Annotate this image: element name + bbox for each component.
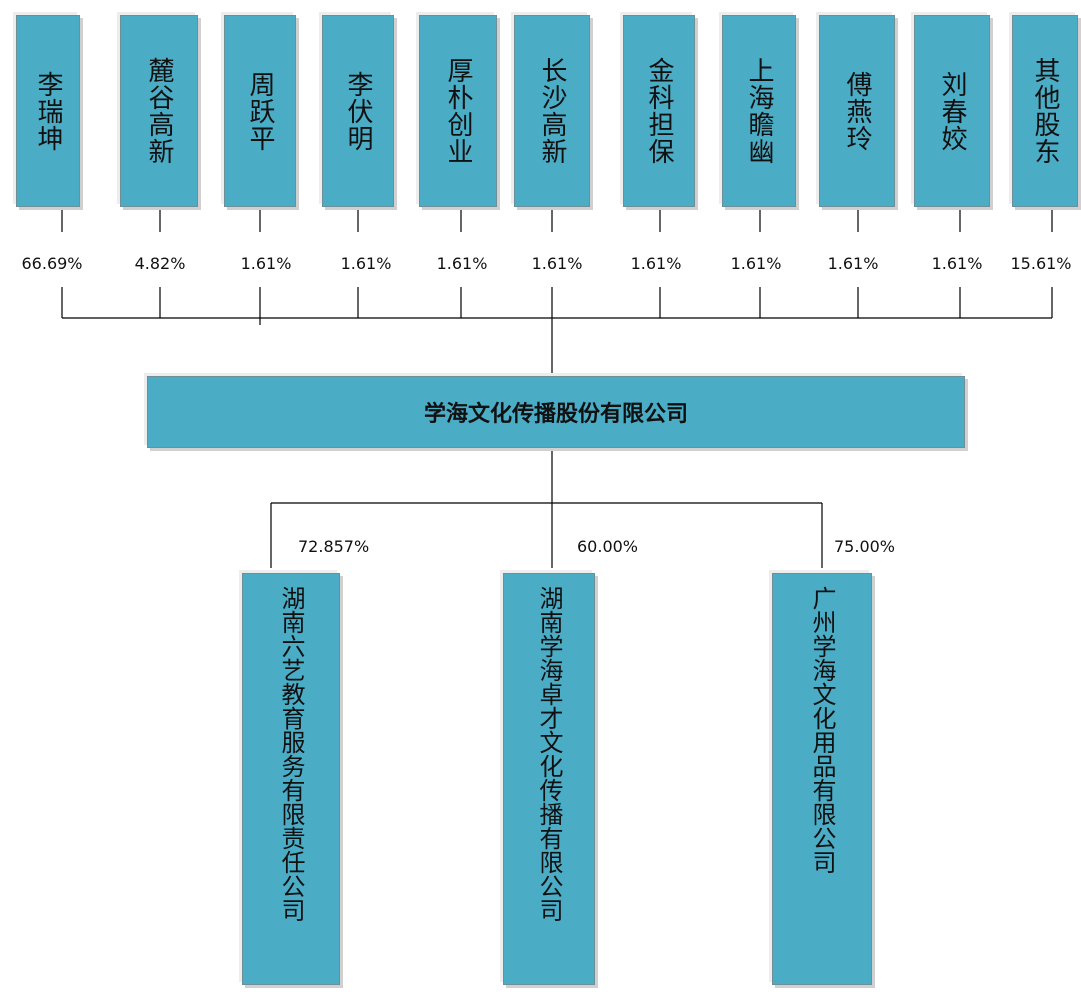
ownership-percent: 1.61%: [340, 254, 392, 273]
main-company-box: 学海文化传播股份有限公司: [147, 376, 965, 448]
shareholder-box: 金科担保: [623, 15, 695, 207]
shareholder-name: 厚朴创业: [443, 57, 473, 165]
shareholder-name: 金科担保: [644, 57, 674, 165]
ownership-percent: 66.69%: [21, 254, 83, 273]
subsidiary-percent: 72.857%: [298, 537, 370, 556]
shareholder-name: 其他股东: [1030, 57, 1060, 165]
shareholder-name: 李伏明: [343, 70, 373, 152]
ownership-percent: 1.61%: [240, 254, 292, 273]
shareholder-box: 厚朴创业: [419, 15, 497, 207]
shareholder-box: 李伏明: [322, 15, 394, 207]
shareholder-box: 周跃平: [224, 15, 296, 207]
shareholder-box: 其他股东: [1012, 15, 1078, 207]
ownership-percent: 1.61%: [827, 254, 879, 273]
shareholder-box: 长沙高新: [514, 15, 590, 207]
subsidiary-name: 广州学海文化用品有限公司: [808, 586, 836, 874]
subsidiary-box: 湖南学海卓才文化传播有限公司: [503, 573, 595, 985]
shareholder-name: 傅燕玲: [842, 70, 872, 152]
shareholder-name: 上海瞻幽: [744, 57, 774, 165]
subsidiary-name: 湖南学海卓才文化传播有限公司: [535, 586, 563, 922]
shareholder-box: 刘春姣: [914, 15, 990, 207]
shareholder-box: 上海瞻幽: [722, 15, 796, 207]
subsidiary-percent: 75.00%: [834, 537, 896, 556]
shareholder-name: 长沙高新: [537, 57, 567, 165]
shareholder-box: 傅燕玲: [819, 15, 895, 207]
ownership-percent: 1.61%: [630, 254, 682, 273]
subsidiary-name: 湖南六艺教育服务有限责任公司: [277, 586, 305, 922]
shareholder-name: 周跃平: [245, 70, 275, 152]
ownership-percent: 1.61%: [531, 254, 583, 273]
shareholder-name: 李瑞坤: [33, 70, 63, 152]
shareholder-box: 麓谷高新: [120, 15, 198, 207]
shareholder-name: 刘春姣: [937, 70, 967, 152]
ownership-percent: 15.61%: [1010, 254, 1072, 273]
ownership-percent: 1.61%: [931, 254, 983, 273]
subsidiary-percent: 60.00%: [577, 537, 639, 556]
subsidiary-box: 广州学海文化用品有限公司: [772, 573, 872, 985]
main-company-name: 学海文化传播股份有限公司: [423, 402, 688, 427]
shareholder-name: 麓谷高新: [144, 57, 174, 165]
subsidiary-box: 湖南六艺教育服务有限责任公司: [242, 573, 340, 985]
ownership-percent: 4.82%: [134, 254, 186, 273]
shareholder-box: 李瑞坤: [16, 15, 80, 207]
ownership-percent: 1.61%: [730, 254, 782, 273]
ownership-percent: 1.61%: [436, 254, 488, 273]
